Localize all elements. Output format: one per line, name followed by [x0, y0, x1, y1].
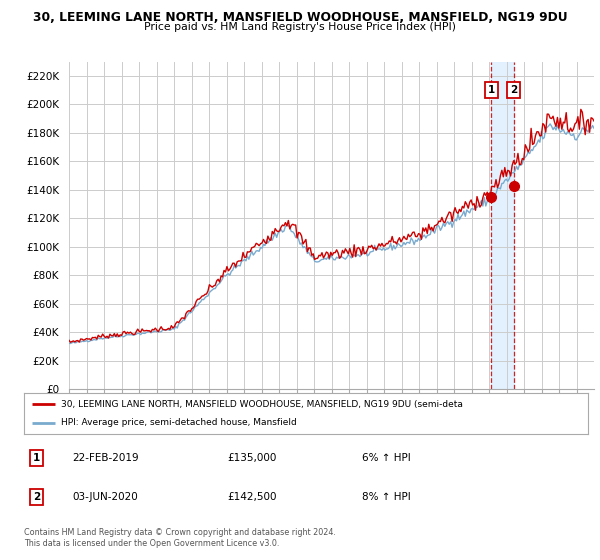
Text: 1: 1: [33, 453, 40, 463]
Text: 2: 2: [510, 85, 517, 95]
Text: 8% ↑ HPI: 8% ↑ HPI: [362, 492, 411, 502]
Text: 30, LEEMING LANE NORTH, MANSFIELD WOODHOUSE, MANSFIELD, NG19 9DU: 30, LEEMING LANE NORTH, MANSFIELD WOODHO…: [32, 11, 568, 24]
Text: £142,500: £142,500: [227, 492, 277, 502]
Bar: [491, 62, 514, 389]
Text: This data is licensed under the Open Government Licence v3.0.: This data is licensed under the Open Gov…: [24, 539, 280, 548]
Text: Price paid vs. HM Land Registry's House Price Index (HPI): Price paid vs. HM Land Registry's House …: [144, 22, 456, 32]
Text: 03-JUN-2020: 03-JUN-2020: [72, 492, 137, 502]
Text: Contains HM Land Registry data © Crown copyright and database right 2024.: Contains HM Land Registry data © Crown c…: [24, 528, 336, 536]
Text: 2: 2: [33, 492, 40, 502]
Text: 30, LEEMING LANE NORTH, MANSFIELD WOODHOUSE, MANSFIELD, NG19 9DU (semi-deta: 30, LEEMING LANE NORTH, MANSFIELD WOODHO…: [61, 400, 463, 409]
Text: 6% ↑ HPI: 6% ↑ HPI: [362, 453, 411, 463]
Text: HPI: Average price, semi-detached house, Mansfield: HPI: Average price, semi-detached house,…: [61, 418, 296, 427]
Text: 1: 1: [488, 85, 495, 95]
Text: 22-FEB-2019: 22-FEB-2019: [72, 453, 139, 463]
Text: £135,000: £135,000: [227, 453, 277, 463]
